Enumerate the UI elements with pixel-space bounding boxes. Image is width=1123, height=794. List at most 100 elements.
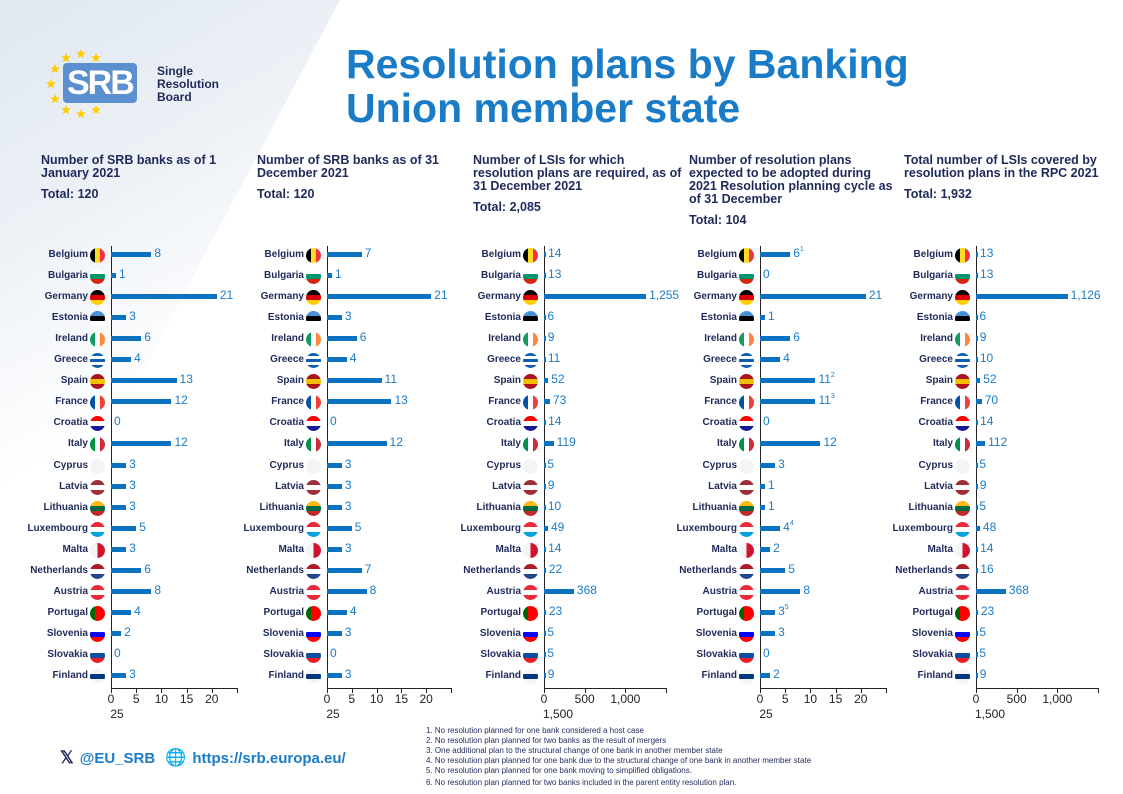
flag-icon — [90, 669, 105, 684]
flag-icon — [306, 647, 321, 663]
flag-icon — [955, 479, 970, 495]
tick-label: 0 — [756, 692, 764, 706]
flag-icon — [955, 332, 970, 348]
bar — [760, 525, 781, 531]
country-label: Belgium — [48, 249, 88, 260]
value: 16 — [980, 561, 994, 576]
bar — [111, 378, 177, 384]
value-label: 8 — [154, 246, 161, 260]
tick-mark — [1057, 688, 1059, 693]
value: 73 — [552, 393, 567, 408]
bar — [327, 567, 362, 573]
value-label: 112 — [818, 372, 834, 386]
star-icon — [61, 105, 71, 114]
tick-label: 10 — [369, 692, 384, 706]
value: 6 — [793, 330, 800, 345]
flag-icon — [306, 311, 321, 327]
country-label: France — [55, 396, 88, 408]
country-label: Finland — [268, 670, 304, 681]
bar — [327, 673, 342, 678]
x-twitter-icon: 𝕏 — [60, 748, 74, 767]
country-label: Greece — [270, 354, 304, 366]
value: 5 — [979, 624, 987, 639]
value-label: 368 — [577, 583, 597, 597]
bar — [760, 315, 766, 321]
value: 4 — [349, 351, 357, 366]
srb-logo: SRB Single Resolution Board — [45, 48, 245, 120]
chart-total: Total: 104 — [689, 213, 747, 227]
value: 3 — [129, 456, 136, 471]
flag-icon — [523, 290, 538, 306]
flag-icon — [306, 500, 321, 516]
value-label: 7 — [365, 246, 372, 260]
value: 12 — [823, 435, 837, 450]
bar — [327, 399, 392, 405]
country-label: France — [488, 396, 521, 408]
value: 49 — [550, 519, 565, 534]
value: 9 — [547, 477, 555, 492]
country-label: Luxembourg — [676, 522, 737, 534]
bar — [544, 399, 550, 405]
value: 0 — [763, 414, 770, 429]
bar — [327, 252, 362, 257]
tick-mark — [351, 688, 353, 693]
bar — [544, 609, 546, 615]
tick-mark — [237, 688, 238, 693]
value-label: 12 — [823, 435, 836, 449]
country-label: Cyprus — [702, 459, 737, 471]
value: 70 — [984, 393, 999, 408]
flag-icon — [306, 626, 321, 642]
value-label: 14 — [548, 541, 561, 555]
tick-mark — [186, 688, 188, 693]
value-label: 112 — [988, 435, 1007, 449]
bar — [111, 483, 127, 489]
value-label: 5 — [547, 625, 554, 639]
value-label: 52 — [983, 372, 996, 386]
tick-mark — [161, 688, 163, 693]
chart-title: Number of SRB banks as of 1 January 2021 — [41, 153, 217, 180]
flag-icon — [306, 395, 321, 411]
twitter-handle-link[interactable]: @EU_SRB — [79, 749, 156, 767]
bar — [976, 630, 978, 636]
value: 0 — [763, 645, 770, 660]
bar — [760, 462, 776, 468]
flag-icon — [739, 647, 754, 663]
value-label: 3 — [345, 667, 352, 681]
value-label: 6 — [144, 330, 151, 344]
value-label: 5 — [979, 499, 986, 513]
star-icon — [50, 64, 60, 73]
value: 3 — [129, 667, 136, 681]
tick-mark — [785, 688, 787, 693]
bar — [544, 588, 574, 594]
value: 22 — [548, 561, 563, 576]
website-link[interactable]: https://srb.europa.eu/ — [192, 749, 346, 767]
value: 13 — [548, 267, 562, 282]
country-label: Slovakia — [47, 648, 88, 660]
bar — [327, 336, 357, 342]
chart-title: Total number of LSIs covered by resoluti… — [904, 153, 1099, 180]
value-label: 13 — [394, 393, 407, 407]
tick-label: 500 — [574, 692, 595, 706]
bar — [976, 336, 978, 342]
bar — [327, 630, 342, 636]
bar — [760, 567, 786, 573]
country-label: Luxembourg — [27, 522, 88, 534]
chart-heading: Number of LSIs for which resolution plan… — [473, 154, 683, 214]
bar — [327, 588, 367, 594]
tick-mark — [111, 688, 112, 693]
bar — [111, 588, 152, 594]
value: 3 — [129, 540, 136, 555]
value: 0 — [763, 267, 770, 282]
value-label: 9 — [980, 667, 987, 681]
value-label: 6 — [360, 330, 367, 344]
tick-mark — [401, 688, 403, 693]
bar — [544, 525, 548, 531]
country-label: Spain — [276, 375, 304, 387]
tick-label: 15 — [828, 692, 843, 706]
tick-label: 0 — [107, 692, 115, 706]
bar — [111, 462, 127, 468]
value: 5 — [979, 498, 987, 513]
chart-total: Total: 2,085 — [473, 200, 541, 214]
tick-label: 20 — [205, 692, 219, 706]
country-label: Austria — [269, 585, 304, 597]
